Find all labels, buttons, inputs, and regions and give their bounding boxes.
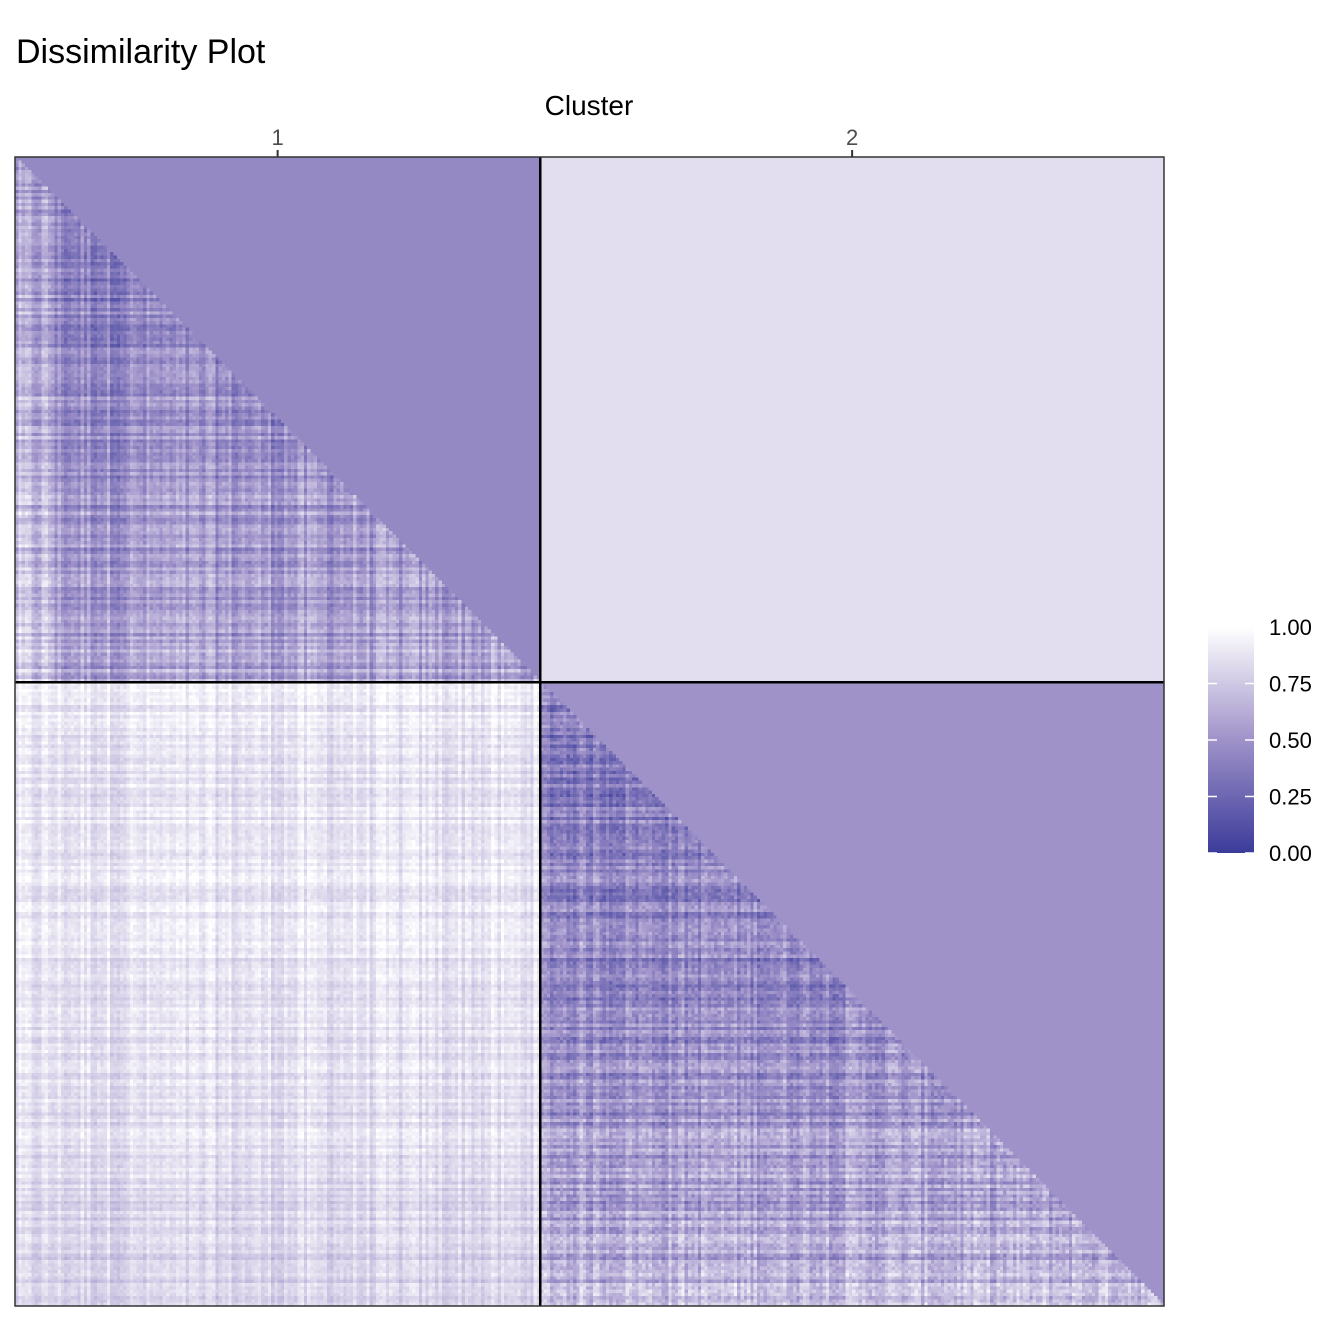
heatmap-border — [14, 156, 1165, 1307]
chart-title: Dissimilarity Plot — [16, 33, 266, 71]
x-axis-title: Cluster — [545, 90, 634, 121]
heatmap-cells — [15, 157, 1164, 1306]
legend-tick-label: 0.75 — [1269, 672, 1312, 697]
legend-tick-label: 0.25 — [1269, 785, 1312, 810]
x-tick-label-1: 1 — [272, 125, 284, 150]
color-legend: 1.00 0.75 0.50 0.25 0.00 — [1208, 615, 1312, 866]
legend-tick-label: 0.00 — [1269, 841, 1312, 866]
legend-tick-label: 1.00 — [1269, 615, 1312, 640]
x-tick-label-2: 2 — [846, 125, 858, 150]
cluster-separators — [15, 157, 1164, 1306]
legend-ticks: 1.00 0.75 0.50 0.25 0.00 — [1208, 615, 1312, 866]
legend-tick-label: 0.50 — [1269, 728, 1312, 753]
